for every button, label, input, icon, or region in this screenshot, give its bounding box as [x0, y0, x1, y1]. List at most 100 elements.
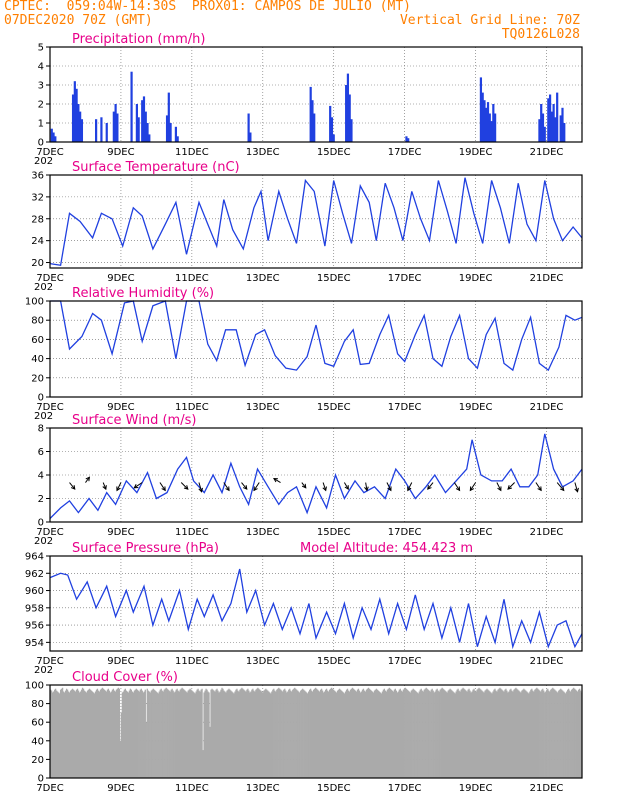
- cloud-bar: [294, 687, 296, 778]
- wind-arrow-shaft: [574, 482, 579, 492]
- cloud-bar: [111, 689, 114, 778]
- cloud-bar: [118, 688, 121, 778]
- wind-arrow-shaft: [453, 482, 461, 491]
- cloud-bar: [531, 688, 533, 778]
- cloud-bar: [428, 690, 430, 778]
- cloud-bar: [504, 689, 506, 778]
- wind-arrow-shaft: [535, 482, 542, 491]
- cloud-bar: [176, 688, 178, 778]
- cloud-bar: [566, 691, 568, 778]
- cloud-bar: [125, 690, 128, 778]
- cloud-bar: [384, 690, 387, 778]
- series-line: [49, 568, 583, 650]
- x-tick-label: 17DEC: [388, 147, 422, 158]
- cloud-bar: [301, 689, 303, 778]
- cloud-bar: [139, 689, 141, 778]
- cloud-bar: [418, 691, 420, 778]
- x-tick-label: 15DEC: [317, 783, 351, 794]
- cloud-bar: [344, 691, 347, 778]
- precip-bar: [169, 123, 172, 142]
- y-tick-label: 100: [25, 297, 44, 308]
- x-tick-label: 19DEC: [459, 273, 493, 284]
- panel-frame: [49, 174, 583, 269]
- cloud-bar: [326, 690, 329, 778]
- cloud-bar: [451, 690, 453, 778]
- cloud-bar: [178, 691, 180, 778]
- wind-arrow-shaft: [301, 482, 307, 489]
- cloud-bar: [323, 691, 326, 778]
- cloud-bar: [303, 689, 305, 778]
- precip-bar: [540, 104, 543, 142]
- precip-bar: [80, 119, 84, 142]
- cloud-bar: [135, 688, 137, 778]
- cloud-bar: [574, 688, 576, 778]
- cloud-bar: [159, 689, 161, 778]
- cloud-bar: [409, 692, 411, 778]
- x-tick-label: 17DEC: [388, 402, 422, 413]
- cloud-bar: [530, 689, 532, 778]
- cloud-bar: [296, 689, 298, 778]
- cloud-bar: [108, 690, 111, 778]
- cloud-bar: [161, 690, 163, 778]
- cloud-bar: [61, 687, 64, 778]
- cloud-bar: [330, 687, 333, 778]
- precip-bar: [311, 100, 314, 142]
- cloud-bar: [309, 689, 311, 778]
- cloud-bar: [80, 689, 83, 778]
- cloud-bar: [105, 691, 108, 778]
- cloud-bar: [392, 691, 395, 778]
- cloud-bar: [133, 690, 135, 778]
- cloud-bar: [343, 693, 346, 778]
- wind-arrow-head: [497, 486, 502, 492]
- panel-frame: [49, 46, 583, 143]
- cloud-bar: [310, 688, 312, 778]
- cloud-bar: [286, 692, 288, 778]
- cloud-bar: [322, 692, 325, 778]
- cloud-bar: [270, 693, 272, 778]
- precip-bar: [247, 113, 250, 142]
- cloud-bar: [444, 690, 446, 778]
- cloud-bar: [56, 691, 59, 778]
- cloud-bar: [449, 688, 451, 778]
- cloud-bar: [559, 689, 561, 778]
- cloud-bar: [526, 691, 528, 778]
- wind-arrow-shaft: [116, 482, 122, 491]
- cloud-bar: [169, 691, 171, 778]
- cloud-bar: [58, 693, 61, 778]
- cloud-bar: [543, 690, 545, 778]
- cloud-bar: [72, 689, 75, 778]
- y-tick-label: 28: [31, 214, 44, 225]
- cloud-bar: [524, 689, 526, 778]
- cloud-bar: [482, 691, 484, 778]
- precip-bar: [313, 113, 316, 142]
- cloud-bar: [185, 691, 187, 778]
- cloud-bar: [512, 691, 514, 778]
- x-tick-label: 9DEC: [107, 527, 134, 538]
- cloud-bar: [151, 689, 153, 778]
- wind-arrow-shaft: [253, 482, 260, 491]
- cloud-bar: [427, 689, 429, 778]
- cloud-bar: [115, 689, 118, 778]
- cloud-bar: [368, 688, 371, 778]
- cloud-bar: [570, 691, 572, 778]
- cloud-bar: [556, 691, 558, 778]
- y-tick-label: 60: [31, 718, 44, 729]
- cloud-bar: [454, 693, 456, 778]
- cloud-bar: [204, 690, 206, 778]
- cloud-bar: [362, 688, 365, 778]
- cloud-bar: [468, 688, 470, 778]
- cloud-bar: [199, 691, 201, 778]
- cloud-bar: [501, 689, 503, 778]
- wind-arrow: [364, 482, 369, 492]
- y-tick-label: 956: [25, 621, 44, 632]
- cloud-bar: [83, 690, 86, 778]
- cloud-bar: [561, 689, 563, 778]
- cloud-bar: [357, 688, 360, 778]
- cloud-bar: [422, 691, 424, 778]
- cloud-bar: [155, 691, 157, 778]
- precip-bar: [492, 104, 495, 142]
- cloud-bar: [78, 692, 81, 778]
- x-tick-label: 15DEC: [317, 656, 351, 667]
- x-tick-label: 13DEC: [246, 147, 280, 158]
- cloud-bar: [564, 692, 566, 778]
